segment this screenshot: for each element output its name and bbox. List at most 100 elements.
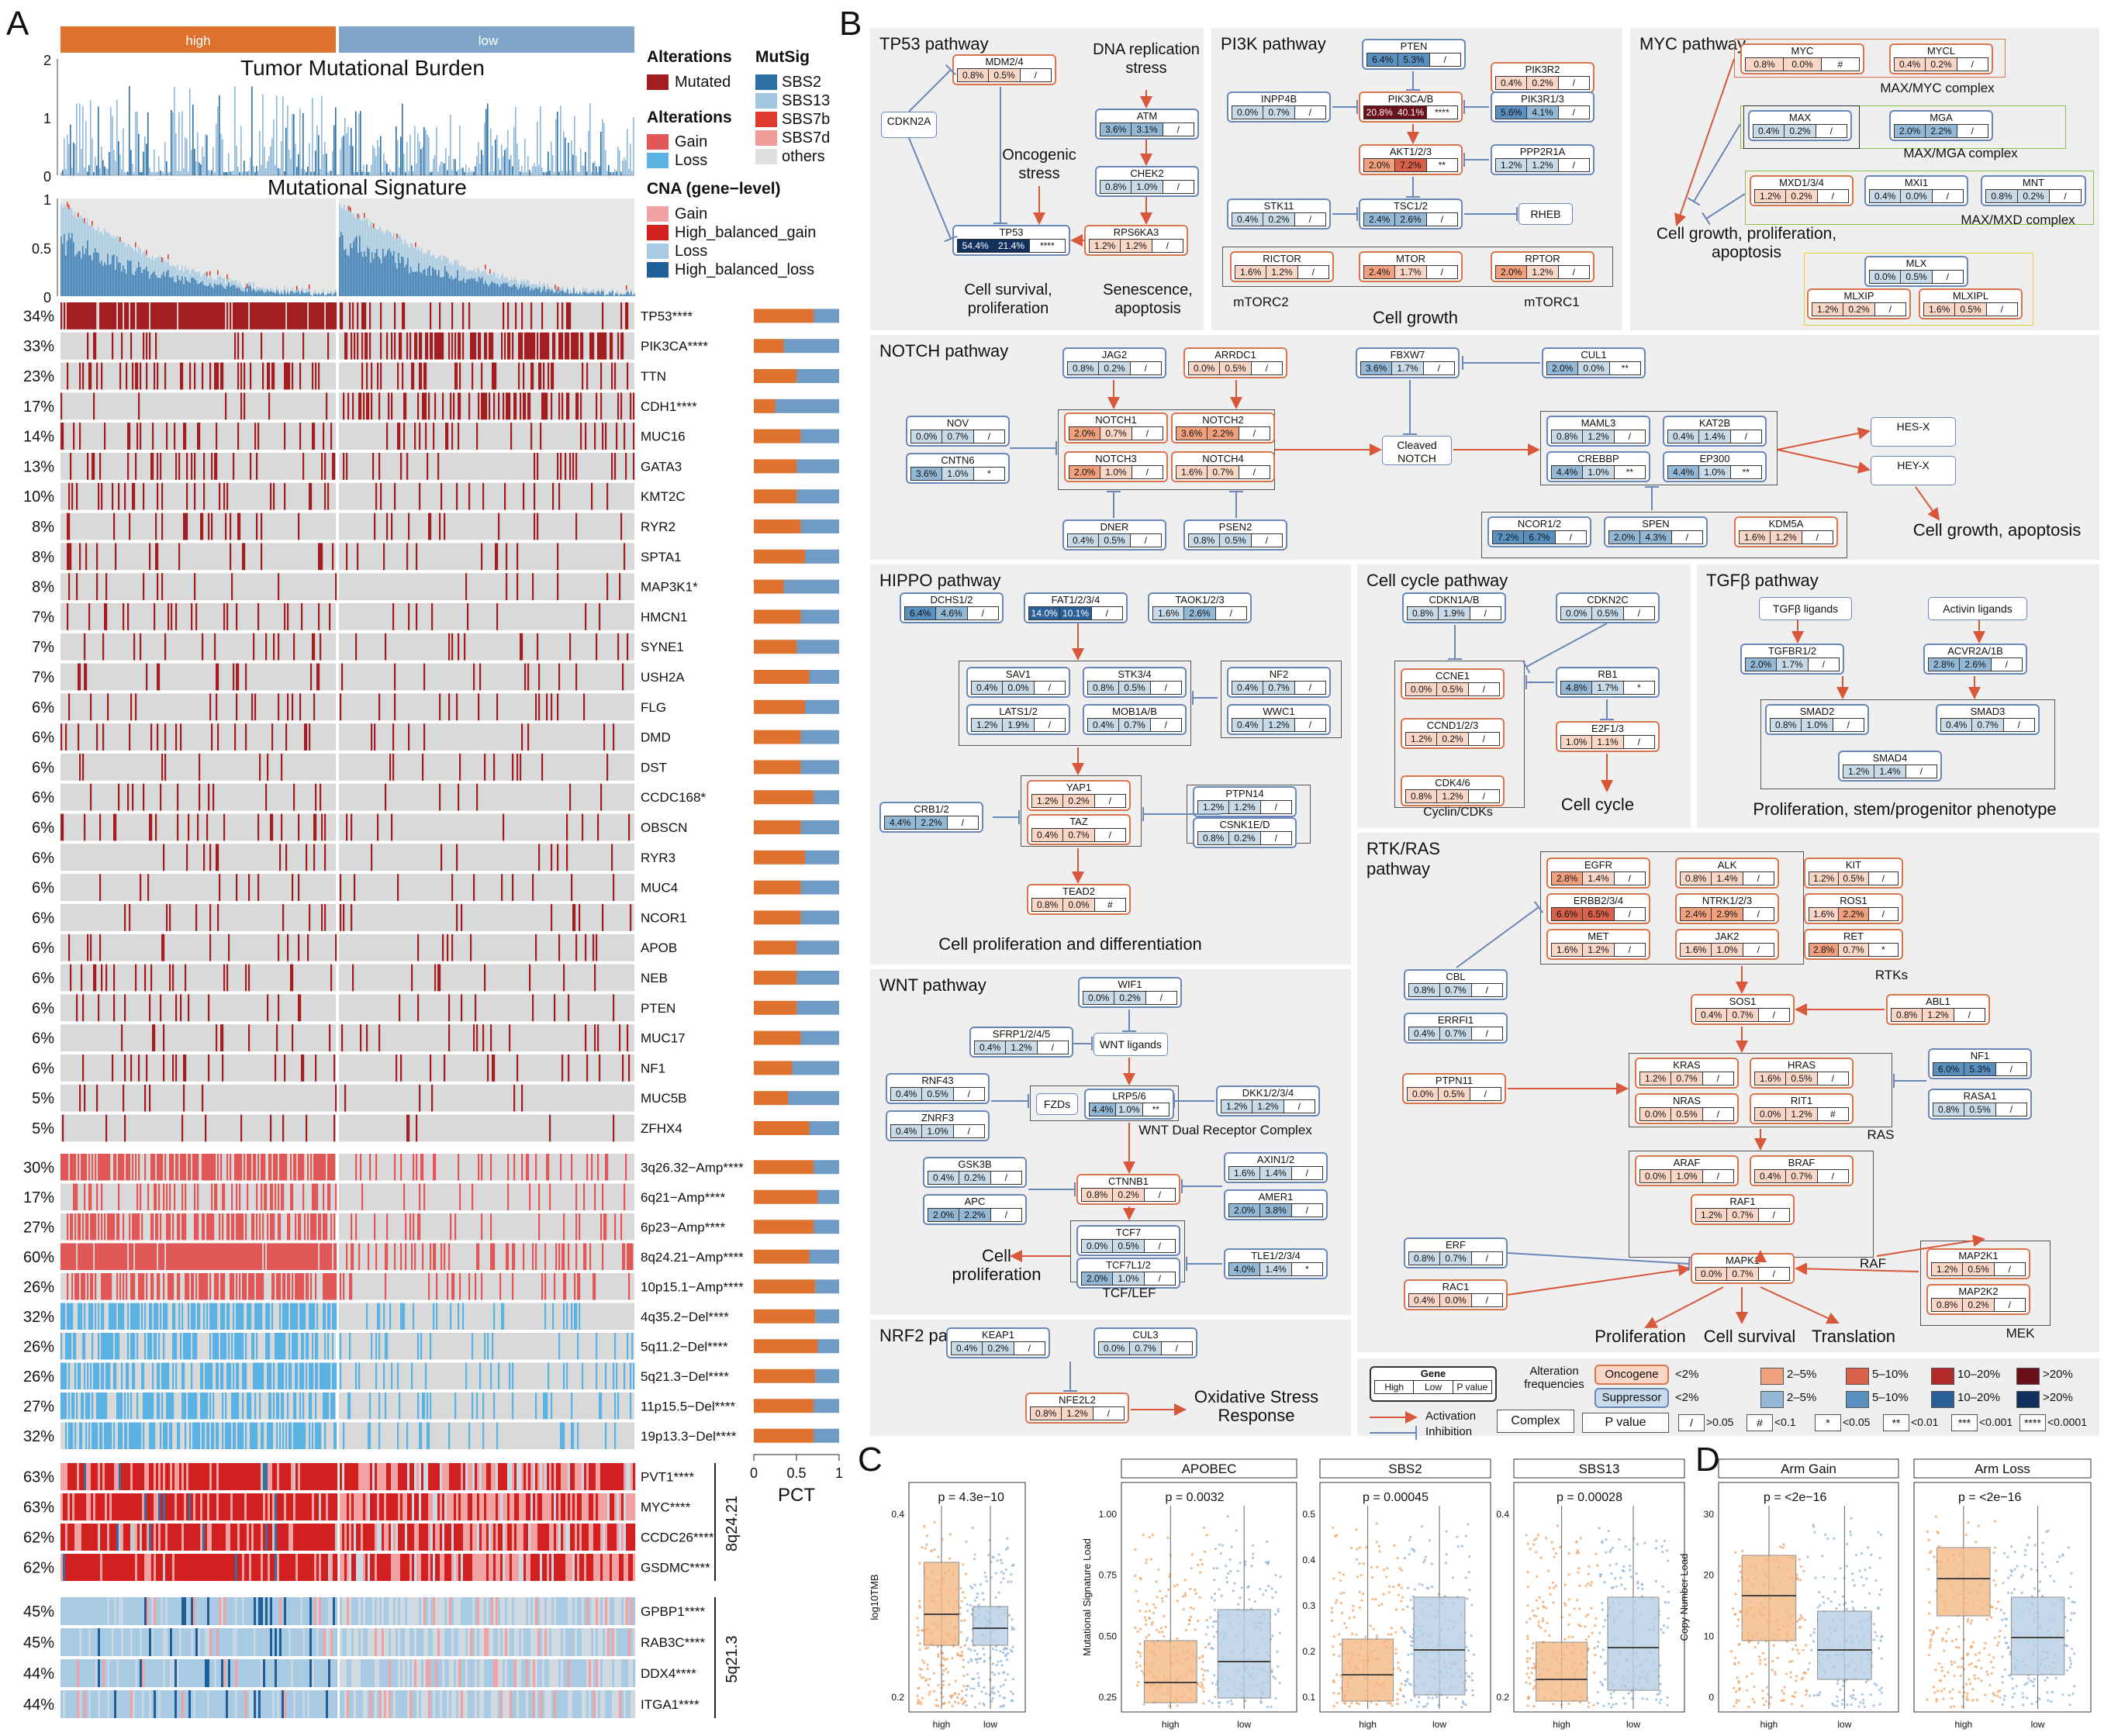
mut-cell [105, 964, 108, 992]
gain-cell [454, 1463, 457, 1490]
gain-cell [582, 1493, 585, 1520]
arm-cell [267, 1303, 269, 1330]
mut-cell [175, 994, 178, 1022]
loss-cell [84, 1597, 87, 1625]
sig-bar-sbs2 [344, 250, 345, 296]
tmb-bar [478, 142, 479, 175]
mut-cell [304, 723, 306, 751]
arm-cell [273, 1154, 275, 1181]
arm-cell [119, 1303, 122, 1330]
gain-cell [144, 1524, 147, 1551]
gain-cell [165, 1554, 168, 1581]
sig-bar-sbs2 [171, 278, 172, 296]
mut-cell [479, 663, 482, 691]
sig-bar-sbs2 [472, 278, 474, 296]
mut-cell [278, 573, 280, 600]
gain-cell [109, 1493, 112, 1520]
gain-cell [347, 1554, 350, 1581]
mut-cell [161, 573, 164, 600]
sig-bar-sbs2 [589, 293, 590, 296]
tmb-bar [517, 143, 518, 175]
mut-cell [517, 573, 519, 600]
mut-cell [236, 693, 238, 721]
arm-cell [236, 1154, 238, 1181]
mut-cell [217, 904, 219, 931]
arm-cell [206, 1422, 209, 1449]
mut-cell [335, 1084, 337, 1112]
gain-cell [351, 1554, 354, 1581]
mut-cell [245, 723, 247, 751]
arm-cell [242, 1422, 244, 1449]
sig-bar-sbs2 [230, 286, 231, 296]
sig-bar-sbs2 [220, 283, 222, 296]
sig-bar-sbs13 [315, 291, 316, 296]
mut-cell [292, 874, 294, 901]
mut-cell [154, 362, 156, 390]
arm-row-bg [339, 1333, 634, 1360]
loss-cell [212, 1597, 215, 1625]
arm-cell [78, 1273, 80, 1300]
arm-cell [71, 1213, 74, 1241]
mut-cell [281, 302, 283, 330]
arm-cell [400, 1303, 403, 1330]
group-bar-low [339, 26, 634, 53]
mut-cell [512, 754, 514, 781]
mut-cell [144, 302, 147, 330]
gain-cell [205, 1493, 208, 1520]
mut-cell [140, 302, 142, 330]
mut-cell [386, 423, 389, 450]
gain-cell [498, 1493, 501, 1520]
sig-bar-sbs2 [267, 290, 268, 296]
gain-cell [272, 1554, 275, 1581]
arm-cell [163, 1243, 165, 1270]
mut-cell [185, 513, 187, 540]
arm-cell [175, 1362, 178, 1389]
arm-cell [526, 1154, 528, 1181]
arm-cell [143, 1422, 145, 1449]
sig-bar-sbs2 [503, 282, 505, 296]
mut-cell [509, 332, 511, 360]
gain-cell [503, 1493, 506, 1520]
arm-cell [282, 1183, 285, 1210]
gain-cell [107, 1493, 110, 1520]
arm-cell [230, 1422, 232, 1449]
mut-cell [606, 573, 609, 600]
loss-cell [328, 1597, 331, 1625]
tmb-bar [223, 171, 225, 175]
sig-bar-sbs2 [275, 293, 276, 296]
arm-cell [118, 1333, 120, 1360]
gain-cell [91, 1493, 94, 1520]
arm-cell [110, 1303, 112, 1330]
sig-bar-sbs2 [205, 285, 206, 296]
sig-bar-sbs2 [76, 254, 78, 296]
sig-bar-sbs2 [138, 261, 140, 296]
sig-bar-sbs2 [395, 263, 396, 296]
mut-row-bg [60, 633, 336, 661]
gain-cell [177, 1524, 180, 1551]
loss-cell [140, 1597, 143, 1625]
group-bar-high [60, 26, 336, 53]
arm-cell [64, 1393, 66, 1420]
sig-bar-sbs2 [149, 278, 150, 296]
arm-cell [181, 1213, 184, 1241]
sig-bar-sbs2 [592, 292, 593, 296]
gain-cell [195, 1463, 199, 1490]
arm-cell [166, 1422, 168, 1449]
arm-cell [267, 1213, 269, 1241]
gain-cell [468, 1524, 471, 1551]
gain-cell [470, 1493, 473, 1520]
gain-cell [286, 1463, 289, 1490]
pct-bar-low [815, 1368, 839, 1383]
tmb-bar [92, 138, 93, 175]
sig-bar-sbs2 [587, 293, 589, 296]
mut-cell [73, 423, 75, 450]
tmb-bar [112, 116, 113, 175]
mut-cell [320, 543, 322, 571]
gain-cell [372, 1554, 375, 1581]
mut-cell [152, 453, 154, 480]
sig-bar-sbs2 [276, 290, 278, 296]
arm-cell [105, 1273, 108, 1300]
arm-cell [298, 1273, 300, 1300]
arm-cell [327, 1154, 330, 1181]
mut-cell [489, 332, 491, 360]
